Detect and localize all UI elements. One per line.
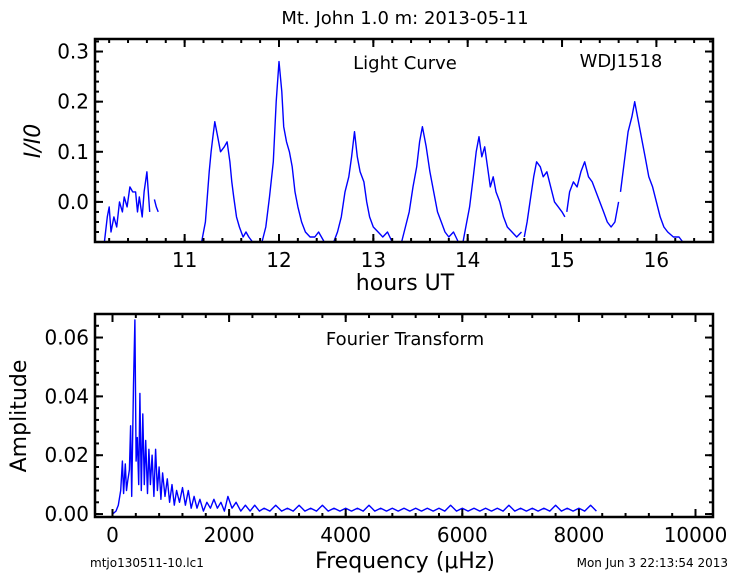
footer-timestamp: Mon Jun 3 22:13:54 2013: [577, 556, 728, 570]
y-tick-label: 0.0: [57, 190, 89, 214]
x-tick-label: 4000: [320, 523, 371, 547]
x-tick-label: 10000: [664, 523, 728, 547]
y-tick-label: 0.04: [44, 384, 89, 408]
fourier-x-tick-labels: 0 2000 4000 6000 8000 10000: [106, 523, 727, 547]
light-curve-frame: [93, 37, 715, 244]
fourier-y-tick-labels: 0.00 0.02 0.04 0.06: [44, 326, 89, 527]
light-curve-line-7: [523, 161, 566, 238]
light-curve-line-8: [566, 161, 620, 228]
x-tick-label: 16: [644, 248, 669, 272]
x-tick-label: 13: [361, 248, 386, 272]
fourier-x-axis-title: Frequency (μHz): [315, 549, 495, 574]
y-tick-label: 0.2: [57, 90, 89, 114]
fourier-series: [112, 319, 597, 515]
light-curve-line-6: [462, 136, 523, 243]
light-curve-line-4: [333, 131, 393, 243]
x-tick-label: 0: [106, 523, 119, 547]
fourier-transform-line-0: [112, 319, 597, 515]
x-tick-label: 12: [266, 248, 291, 272]
footer-filename: mtjo130511-10.lc1: [90, 556, 204, 570]
x-tick-label: 14: [455, 248, 480, 272]
fourier-frame: [93, 312, 715, 519]
light-curve-line-5: [400, 126, 459, 243]
light-curve-x-tick-labels: 11 12 13 14 15 16: [172, 248, 669, 272]
x-tick-label: 15: [549, 248, 574, 272]
x-tick-label: 2000: [204, 523, 255, 547]
fourier-panel: 0 2000 4000 6000 8000 10000 0.000.020.040.06 …: [7, 312, 727, 574]
y-tick-label: 0.06: [44, 326, 89, 350]
y-tick-label: 0.1: [57, 140, 89, 164]
x-tick-label: 6000: [437, 523, 488, 547]
figure-title: Mt. John 1.0 m: 2013-05-11: [281, 8, 528, 29]
light-curve-line-1: [153, 199, 159, 213]
light-curve-y-tick-labels: 0.0 0.1 0.2 0.3: [57, 40, 89, 214]
x-tick-label: 11: [172, 248, 197, 272]
light-curve-line-2: [200, 121, 254, 243]
light-curve-y-axis-title: I/I0: [21, 124, 46, 158]
light-curve-annotation: Light Curve: [353, 53, 457, 74]
light-curve-panel: 11 12 13 14 15 16 0.0 0.1 0.2 0.3 Light Curve WD…: [21, 37, 715, 296]
light-curve-series: [103, 60, 684, 243]
light-curve-x-axis-title: hours UT: [356, 271, 455, 296]
x-tick-label: 8000: [553, 523, 604, 547]
fourier-y-axis-title: Amplitude: [7, 360, 32, 473]
object-label: WDJ1518: [580, 51, 663, 72]
light-curve-line-3: [261, 60, 325, 243]
fourier-annotation: Fourier Transform: [326, 329, 484, 350]
y-tick-label: 0.02: [44, 443, 89, 467]
y-tick-label: 0.3: [57, 40, 89, 64]
y-tick-label: 0.00: [44, 502, 89, 526]
light-curve-line-9: [619, 101, 684, 243]
light-curve-line-0: [103, 171, 151, 243]
